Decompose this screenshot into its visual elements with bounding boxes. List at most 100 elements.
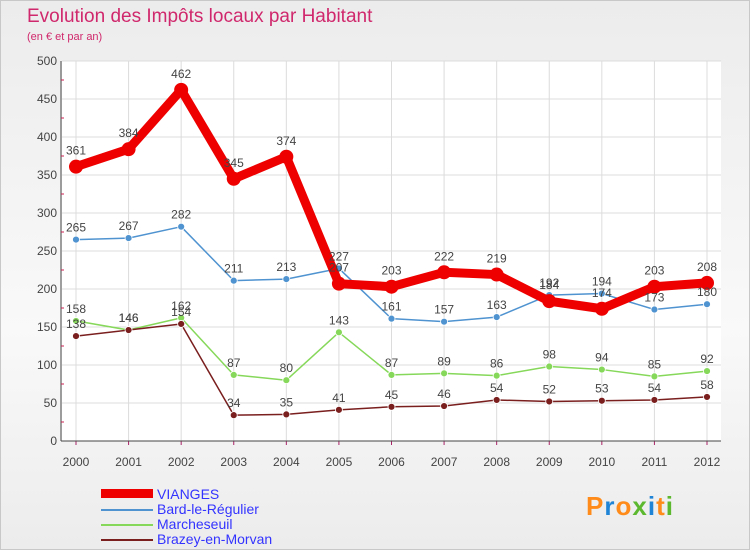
- data-label: 87: [227, 356, 241, 370]
- data-label: 194: [592, 275, 612, 289]
- y-tick-label: 100: [37, 358, 57, 372]
- data-point: [440, 317, 448, 326]
- data-label: 54: [648, 381, 662, 395]
- data-point: [384, 279, 399, 294]
- data-point: [437, 265, 452, 280]
- data-point: [703, 300, 711, 309]
- y-tick-label: 350: [37, 168, 57, 182]
- y-tick-label: 300: [37, 206, 57, 220]
- data-label: 58: [700, 378, 714, 392]
- data-label: 267: [119, 219, 139, 233]
- data-point: [282, 376, 291, 385]
- data-label: 384: [119, 126, 139, 140]
- data-point: [489, 267, 504, 282]
- data-label: 174: [592, 286, 612, 300]
- data-point: [492, 313, 501, 322]
- data-label: 208: [697, 260, 717, 274]
- data-label: 94: [595, 351, 609, 365]
- data-point: [703, 367, 711, 375]
- data-label: 345: [224, 156, 244, 170]
- data-point: [279, 149, 294, 164]
- data-point: [124, 234, 133, 242]
- data-point: [229, 370, 238, 379]
- data-point: [69, 159, 83, 174]
- data-label: 143: [329, 313, 349, 327]
- x-tick-label: 2000: [63, 455, 90, 469]
- data-label: 222: [434, 249, 454, 263]
- data-point: [703, 393, 711, 401]
- data-label: 184: [539, 278, 559, 292]
- data-label: 192: [539, 276, 559, 290]
- data-point: [72, 332, 80, 341]
- data-label: 80: [280, 361, 294, 375]
- data-label: 163: [487, 298, 507, 312]
- data-label: 462: [171, 67, 191, 81]
- legend-label: Brazey-en-Morvan: [157, 531, 273, 547]
- data-label: 54: [490, 381, 504, 395]
- data-point: [594, 301, 609, 316]
- data-point: [229, 276, 238, 285]
- data-point: [124, 326, 133, 334]
- data-label: 146: [119, 311, 139, 325]
- legend-swatch: [101, 489, 153, 498]
- data-label: 89: [437, 354, 451, 368]
- data-label: 85: [648, 357, 662, 371]
- data-label: 34: [227, 396, 241, 410]
- x-tick-label: 2006: [378, 455, 405, 469]
- data-label: 138: [66, 317, 86, 331]
- data-label: 213: [276, 260, 296, 274]
- data-label: 98: [543, 348, 557, 362]
- data-label: 161: [381, 300, 401, 314]
- x-tick-label: 2008: [483, 455, 510, 469]
- legend-swatch: [101, 524, 153, 526]
- data-label: 154: [171, 305, 191, 319]
- data-label: 146: [119, 311, 139, 325]
- y-tick-label: 500: [37, 54, 57, 68]
- x-tick-label: 2012: [694, 455, 721, 469]
- data-point: [545, 362, 554, 371]
- chart-title: Evolution des Impôts locaux par Habitant: [27, 6, 373, 27]
- data-label: 203: [644, 264, 664, 278]
- data-point: [545, 397, 554, 406]
- data-label: 162: [171, 299, 191, 313]
- data-label: 52: [543, 382, 557, 396]
- data-label: 53: [595, 382, 609, 396]
- data-point: [597, 289, 606, 298]
- data-point: [542, 294, 557, 309]
- data-label: 46: [437, 387, 451, 401]
- data-label: 207: [329, 261, 349, 275]
- data-point: [72, 235, 80, 244]
- data-point: [174, 82, 189, 97]
- data-point: [650, 396, 659, 404]
- data-point: [492, 396, 501, 404]
- data-point: [387, 402, 396, 411]
- y-tick-label: 250: [37, 244, 57, 258]
- y-tick-label: 450: [37, 92, 57, 106]
- data-point: [440, 369, 448, 378]
- data-point: [335, 405, 343, 414]
- data-label: 361: [66, 144, 86, 158]
- data-point: [597, 365, 606, 374]
- data-point: [440, 402, 448, 410]
- x-tick-label: 2007: [431, 455, 458, 469]
- data-point: [177, 320, 186, 328]
- data-point: [700, 275, 714, 290]
- legend-label: Marcheseuil: [157, 516, 233, 532]
- y-tick-label: 50: [44, 396, 58, 410]
- x-tick-label: 2005: [326, 455, 353, 469]
- x-tick-label: 2004: [273, 455, 300, 469]
- x-tick-label: 2001: [115, 455, 142, 469]
- data-point: [335, 328, 343, 337]
- data-point: [226, 171, 241, 186]
- data-point: [282, 275, 291, 284]
- data-point: [282, 410, 291, 419]
- data-point: [492, 371, 501, 380]
- data-label: 45: [385, 388, 399, 402]
- y-tick-label: 200: [37, 282, 57, 296]
- y-tick-label: 400: [37, 130, 57, 144]
- legend-swatch: [101, 509, 153, 511]
- data-label: 92: [700, 352, 714, 366]
- data-label: 282: [171, 208, 191, 222]
